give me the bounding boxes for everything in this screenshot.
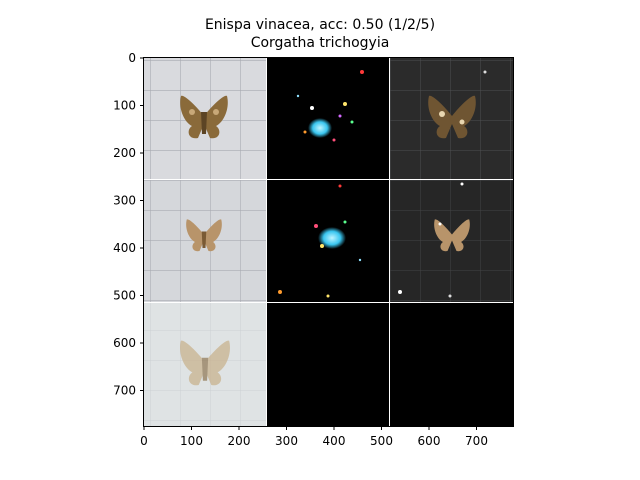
cell-r3c1-photo: [144, 303, 266, 426]
y-tick-label: 500: [113, 289, 136, 303]
tile-separators: [144, 58, 513, 426]
y-tick-label: 200: [113, 146, 136, 160]
y-axis: [140, 57, 144, 391]
y-tick-label: 400: [113, 241, 136, 255]
x-tick-label: 600: [418, 434, 441, 448]
cell-r2c2-saliency: [267, 180, 389, 302]
y-tick-labels: 0 100 200 300 400 500 600 700: [113, 51, 136, 398]
cell-r3c3-empty: [390, 303, 513, 426]
x-tick-label: 0: [140, 434, 148, 448]
cell-r2c3-masked: [390, 180, 513, 302]
cell-r3c2-empty: [267, 303, 389, 426]
moth-image: [180, 95, 228, 139]
cell-r1c3-masked: [390, 58, 513, 179]
x-tick-label: 300: [275, 434, 298, 448]
y-tick-label: 700: [113, 384, 136, 398]
y-tick-label: 600: [113, 336, 136, 350]
y-tick-label: 100: [113, 99, 136, 113]
y-tick-label: 300: [113, 194, 136, 208]
cell-r1c2-saliency: [267, 58, 389, 179]
figure-title-line-2: Corgatha trichogyia: [250, 35, 390, 51]
x-tick-labels: 0 100 200 300 400 500 600 700: [140, 434, 488, 448]
x-tick-label: 700: [465, 434, 488, 448]
cell-r2c1-photo: [144, 180, 266, 302]
x-tick-label: 400: [323, 434, 346, 448]
axes-frame: [143, 57, 514, 427]
y-tick-label: 0: [128, 51, 136, 65]
figure-title-line-1: Enispa vinacea, acc: 0.50 (1/2/5): [204, 17, 436, 33]
x-tick-label: 500: [370, 434, 393, 448]
cell-r1c1-photo: [144, 58, 266, 179]
x-tick-label: 200: [228, 434, 251, 448]
x-tick-label: 100: [180, 434, 203, 448]
x-axis: [143, 426, 477, 430]
